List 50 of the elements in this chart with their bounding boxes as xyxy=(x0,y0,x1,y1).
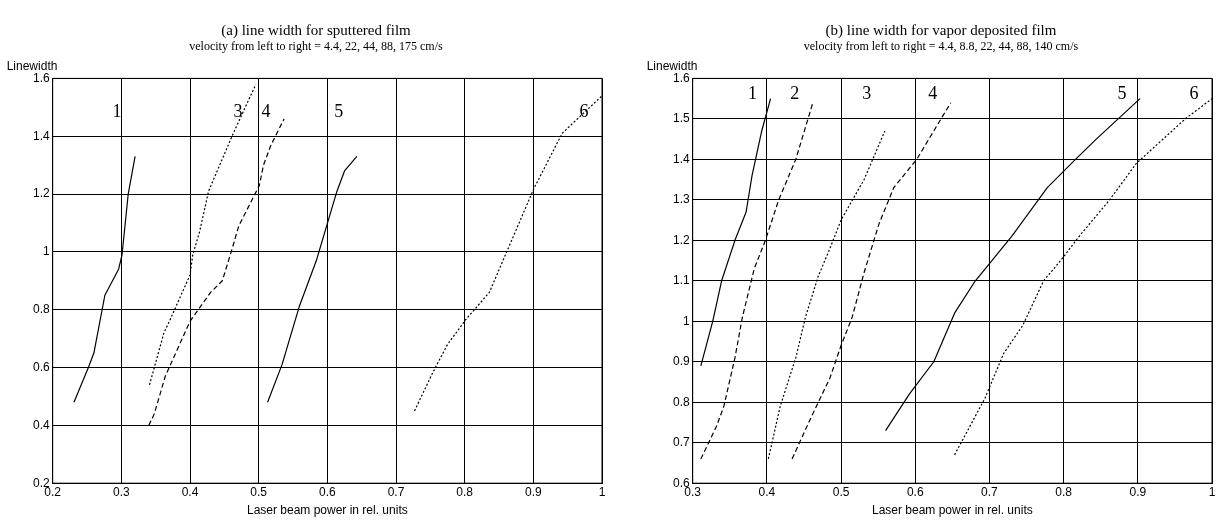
y-tick-label: 1.6 xyxy=(672,70,690,85)
y-tick-label: 0.4 xyxy=(32,417,50,432)
x-tick-label: 0.3 xyxy=(113,484,131,499)
chart-title: (b) line width for vapor deposited film xyxy=(825,21,1057,39)
y-tick-label: 1.2 xyxy=(672,232,690,247)
y-tick-label: 1.3 xyxy=(672,192,690,207)
chart-subtitle: velocity from left to right = 4.4, 22, 44, 88, 175 cm/s xyxy=(189,39,444,54)
x-tick-label: 0.7 xyxy=(981,484,999,499)
text: 1 xyxy=(112,101,122,122)
y-axis-title: Linewidth xyxy=(646,58,698,73)
x-tick-label: 1 xyxy=(598,484,606,499)
x-tick-label: 0.5 xyxy=(832,484,850,499)
x-tick-label: 0.4 xyxy=(181,484,199,499)
y-tick-label: 0.6 xyxy=(32,359,50,374)
y-tick-label: 1.2 xyxy=(32,186,50,201)
series-label: 2 xyxy=(790,83,800,104)
series-label: 1 xyxy=(748,83,758,104)
chart-subtitle: velocity from left to right = 4.4, 8.8, 22, 44, 88, 140 cm/s xyxy=(803,39,1079,54)
series-label: 4 xyxy=(928,83,938,104)
y-axis-title: Linewidth xyxy=(6,58,58,73)
x-tick-label: 0.9 xyxy=(1129,484,1147,499)
series-label: 5 xyxy=(1117,83,1127,104)
series-label: 4 xyxy=(261,101,271,122)
x-axis-title: Laser beam power in rel. units xyxy=(871,503,1033,518)
x-tick-label: 0.9 xyxy=(524,484,542,499)
y-tick-label: 0.7 xyxy=(672,435,690,450)
x-tick-label: 0.6 xyxy=(319,484,336,499)
y-tick-label: 1.4 xyxy=(672,151,690,166)
y-tick-label: 0.8 xyxy=(32,302,50,317)
y-tick-label: 1 xyxy=(42,244,50,259)
series-label: 3 xyxy=(233,101,243,122)
chart-title: (a) line width for sputtered film xyxy=(221,21,412,39)
y-tick-label: 1.6 xyxy=(32,70,50,85)
y-tick-label: 0.8 xyxy=(672,394,690,409)
x-axis-title: Laser beam power in rel. units xyxy=(246,503,408,518)
series-label: 6 xyxy=(1189,83,1199,104)
x-tick-label: 0.6 xyxy=(906,484,924,499)
text: 5 xyxy=(334,101,344,122)
y-tick-label: 1.4 xyxy=(32,128,50,143)
y-tick-label: 0.9 xyxy=(672,354,690,369)
y-tick-label: 1.1 xyxy=(672,273,690,288)
x-tick-label: 0.5 xyxy=(250,484,268,499)
y-tick-label: 1 xyxy=(682,313,690,328)
y-tick-label: 1.5 xyxy=(672,111,690,126)
x-tick-label: 0.4 xyxy=(758,484,776,499)
x-tick-label: 0.8 xyxy=(1055,484,1073,499)
x-tick-label: 1 xyxy=(1208,484,1216,499)
x-tick-label: 0.7 xyxy=(387,484,405,499)
series-label: 3 xyxy=(862,83,872,104)
x-tick-label: 0.8 xyxy=(456,484,474,499)
